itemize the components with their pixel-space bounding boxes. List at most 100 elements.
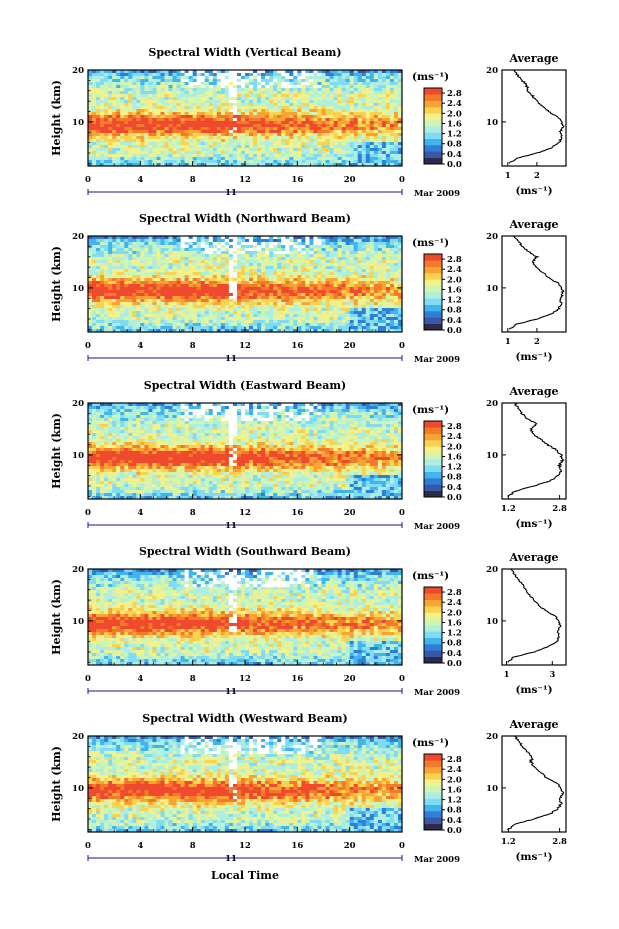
heatmap-cell	[136, 326, 141, 330]
heatmap-cell	[100, 251, 105, 255]
heatmap-cell	[216, 148, 222, 152]
heatmap-cell	[293, 254, 298, 258]
heatmap-cell	[236, 124, 242, 128]
heatmap-cell	[196, 269, 202, 273]
heatmap-cell	[112, 272, 117, 276]
heatmap-cell	[293, 91, 298, 95]
heatmap-cell	[385, 281, 391, 285]
heatmap-cell	[152, 269, 157, 273]
heatmap-cell	[196, 157, 202, 161]
heatmap-cell	[220, 157, 226, 161]
heatmap-cell	[317, 79, 322, 83]
heatmap-cell	[88, 305, 93, 309]
heatmap-cell	[112, 296, 117, 300]
heatmap-cell	[293, 311, 298, 315]
heatmap-cell	[96, 160, 101, 164]
heatmap-cell	[160, 142, 165, 146]
heatmap-cell	[108, 157, 113, 161]
heatmap-cell	[297, 151, 302, 155]
heatmap-cell	[373, 94, 379, 98]
heatmap-cell	[333, 320, 338, 324]
heatmap-cell	[309, 133, 314, 137]
heatmap-cell	[253, 251, 258, 255]
heatmap-cell	[397, 160, 403, 164]
heatmap-cell	[261, 82, 266, 86]
heatmap-cell	[220, 305, 226, 309]
heatmap-cell	[96, 254, 101, 258]
heatmap-cell	[381, 239, 387, 243]
heatmap-cell	[228, 139, 234, 143]
heatmap-cell	[240, 100, 246, 104]
heatmap-cell	[208, 302, 214, 306]
heatmap-cell	[160, 106, 165, 110]
heatmap-cell	[92, 103, 97, 107]
colorbar-swatch	[424, 107, 442, 114]
heatmap-cell	[144, 266, 149, 270]
heatmap-cell	[240, 284, 246, 288]
heatmap-cell	[249, 133, 254, 137]
heatmap-cell	[136, 118, 141, 122]
heatmap-cell	[132, 112, 137, 116]
heatmap-cell	[305, 121, 310, 125]
heatmap-cell	[249, 160, 254, 164]
heatmap-cell	[148, 133, 153, 137]
heatmap-cell	[140, 103, 145, 107]
heatmap-cell	[289, 293, 294, 297]
heatmap-cell	[164, 257, 169, 261]
heatmap-cell	[92, 82, 97, 86]
colorbar-swatch	[424, 113, 442, 120]
heatmap-cell	[313, 139, 318, 143]
heatmap-cell	[124, 76, 129, 80]
heatmap-cell	[92, 145, 97, 149]
heatmap-cell	[188, 85, 194, 89]
heatmap-cell	[329, 314, 334, 318]
heatmap-cell	[301, 133, 306, 137]
heatmap-cell	[389, 163, 395, 167]
heatmap-cell	[305, 242, 310, 246]
heatmap-cell	[172, 272, 177, 276]
heatmap-cell	[297, 145, 302, 149]
heatmap-cell	[341, 248, 347, 252]
heatmap-cell	[301, 314, 306, 318]
heatmap-cell	[349, 302, 355, 306]
heatmap-cell	[192, 248, 198, 252]
heatmap-cell	[393, 133, 399, 137]
heatmap-cell	[261, 103, 266, 107]
heatmap-cell	[305, 109, 310, 113]
heatmap-cell	[160, 299, 165, 303]
heatmap-cell	[389, 97, 395, 101]
heatmap-cell	[297, 160, 302, 164]
heatmap-cell	[108, 118, 113, 122]
heatmap-cell	[164, 299, 169, 303]
heatmap-cell	[345, 70, 351, 74]
heatmap-cell	[200, 290, 206, 294]
heatmap-cell	[277, 263, 282, 267]
heatmap-cell	[397, 97, 403, 101]
heatmap-cell	[176, 154, 181, 158]
heatmap-cell	[96, 130, 101, 134]
heatmap-cell	[180, 160, 186, 164]
heatmap-cell	[176, 281, 181, 285]
heatmap-cell	[337, 242, 343, 246]
heatmap-cell	[236, 308, 242, 312]
heatmap-cell	[357, 103, 363, 107]
heatmap-cell	[92, 296, 97, 300]
heatmap-cell	[200, 121, 206, 125]
heatmap-cell	[373, 151, 379, 155]
heatmap-cell	[293, 284, 298, 288]
heatmap-cell	[196, 121, 202, 125]
heatmap-cell	[240, 269, 246, 273]
heatmap-cell	[144, 148, 149, 152]
heatmap-cell	[381, 94, 387, 98]
heatmap-cell	[309, 254, 314, 258]
heatmap-cell	[116, 160, 121, 164]
heatmap-cell	[188, 157, 194, 161]
heatmap-cell	[305, 320, 310, 324]
heatmap-cell	[273, 121, 278, 125]
heatmap-cell	[128, 109, 133, 113]
heatmap-cell	[148, 251, 153, 255]
heatmap-cell	[208, 112, 214, 116]
heatmap-cell	[349, 269, 355, 273]
heatmap-cell	[224, 320, 230, 324]
heatmap-cell	[261, 251, 266, 255]
